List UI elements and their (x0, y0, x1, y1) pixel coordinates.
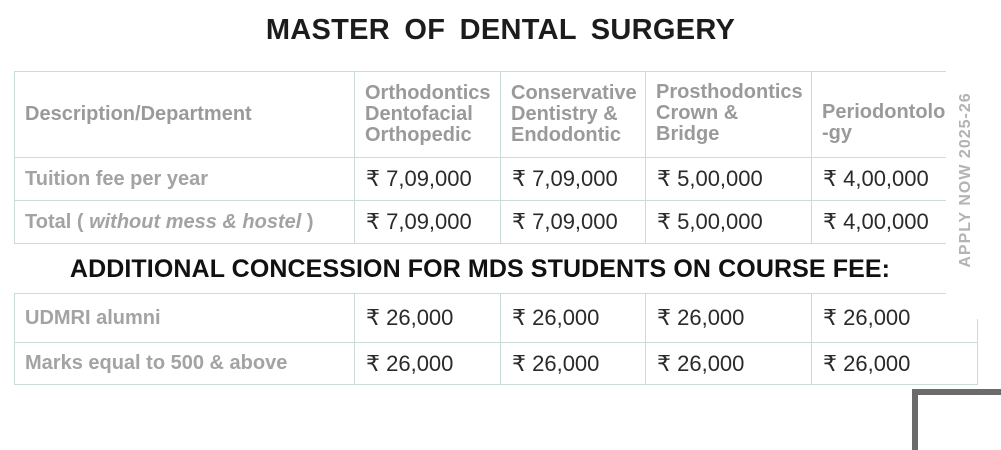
total-fee-value: ₹ 5,00,000 (657, 209, 763, 234)
row-label-alumni: UDMRI alumni (25, 306, 161, 329)
total-fee-value: ₹ 7,09,000 (512, 209, 618, 234)
concession-heading: ADDITIONAL CONCESSION FOR MDS STUDENTS O… (69, 254, 891, 283)
header-line: Prosthodontics (656, 81, 803, 103)
tuition-fee-value: ₹ 7,09,000 (512, 166, 618, 191)
alumni-concession-value: ₹ 26,000 (823, 305, 911, 330)
header-line: Orthodontics (365, 82, 491, 104)
header-line: Dentofacial (365, 103, 473, 125)
apply-now-label: APPLY NOW 2025-26 (957, 92, 974, 268)
marks-concession-value: ₹ 26,000 (823, 350, 911, 376)
header-line: Bridge (656, 123, 720, 145)
total-fee-value: ₹ 4,00,000 (823, 209, 929, 234)
header-line: Crown & (656, 102, 739, 124)
header-line: -gy (822, 122, 852, 144)
header-line: Dentistry & (511, 103, 618, 125)
total-label-suffix: ) (301, 210, 314, 233)
alumni-concession-value: ₹ 26,000 (657, 305, 745, 330)
alumni-concession-value: ₹ 26,000 (366, 305, 454, 330)
marks-concession-value: ₹ 26,000 (512, 350, 600, 376)
tuition-fee-value: ₹ 5,00,000 (657, 166, 763, 191)
header-line: Periodontolo (822, 101, 946, 123)
row-label-tuition: Tuition fee per year (25, 167, 209, 190)
row-label-marks: Marks equal to 500 & above (25, 352, 288, 374)
header-periodontology: Periodontolo -gy (811, 72, 946, 157)
corner-mark-vertical (912, 389, 918, 450)
total-fee-value: ₹ 7,09,000 (366, 209, 472, 234)
header-line: Orthopedic (365, 124, 472, 146)
marks-concession-value: ₹ 26,000 (366, 350, 454, 376)
header-orthodontics: Orthodontics Dentofacial Orthopedic (354, 72, 500, 157)
header-prosthodontics: Prosthodontics Crown & Bridge (645, 72, 811, 157)
tuition-fee-value: ₹ 7,09,000 (366, 166, 472, 191)
header-description: Description/Department (25, 103, 252, 125)
total-label-italic: without mess & hostel (89, 210, 302, 233)
header-line: Conservative (511, 82, 637, 104)
total-label-prefix: Total ( (25, 210, 90, 233)
page-title: MASTER OF DENTAL SURGERY (265, 14, 736, 46)
header-conservative: Conservative Dentistry & Endodontic (500, 72, 645, 157)
row-label-total: Total ( without mess & hostel ) (14, 201, 354, 243)
tuition-fee-value: ₹ 4,00,000 (823, 166, 929, 191)
header-line: Endodontic (511, 124, 621, 146)
marks-concession-value: ₹ 26,000 (657, 350, 745, 376)
alumni-concession-value: ₹ 26,000 (512, 305, 600, 330)
corner-mark (912, 389, 1001, 395)
